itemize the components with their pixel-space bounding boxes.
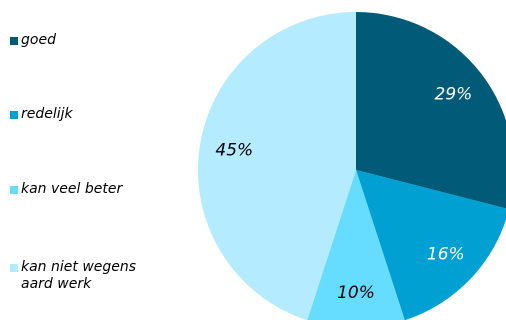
legend-swatch-kan-niet-wegens-aard-werk xyxy=(10,264,18,272)
slice-label-kan-niet-wegens-aard-werk: 45% xyxy=(215,141,253,161)
pie-slice-goed xyxy=(356,12,506,209)
legend-label-goed: goed xyxy=(21,32,56,48)
pie-slice-kan-veel-beter xyxy=(307,170,405,320)
legend-label-kan-veel-beter: kan veel beter xyxy=(21,181,123,197)
pie-slice-kan-niet-wegens-aard-werk xyxy=(197,12,356,320)
legend-item-kan-veel-beter: kan veel beter xyxy=(10,181,122,198)
slice-label-kan-veel-beter: 10% xyxy=(337,283,375,303)
legend-item-goed: goed xyxy=(10,32,56,49)
legend-swatch-kan-veel-beter xyxy=(10,186,18,194)
slice-label-redelijk: 16% xyxy=(427,244,465,264)
legend-swatch-redelijk xyxy=(10,111,18,119)
legend-label-redelijk: redelijk xyxy=(21,106,73,122)
legend-item-redelijk: redelijk xyxy=(10,106,73,123)
slice-label-goed: 29% xyxy=(435,85,473,105)
legend-item-kan-niet-wegens-aard-werk: kan niet wegens aard werk xyxy=(10,259,136,293)
legend-label-kan-niet-wegens-aard-werk: kan niet wegens aard werk xyxy=(21,259,137,292)
pie-slice-redelijk xyxy=(356,170,506,320)
legend-swatch-goed xyxy=(10,37,18,45)
